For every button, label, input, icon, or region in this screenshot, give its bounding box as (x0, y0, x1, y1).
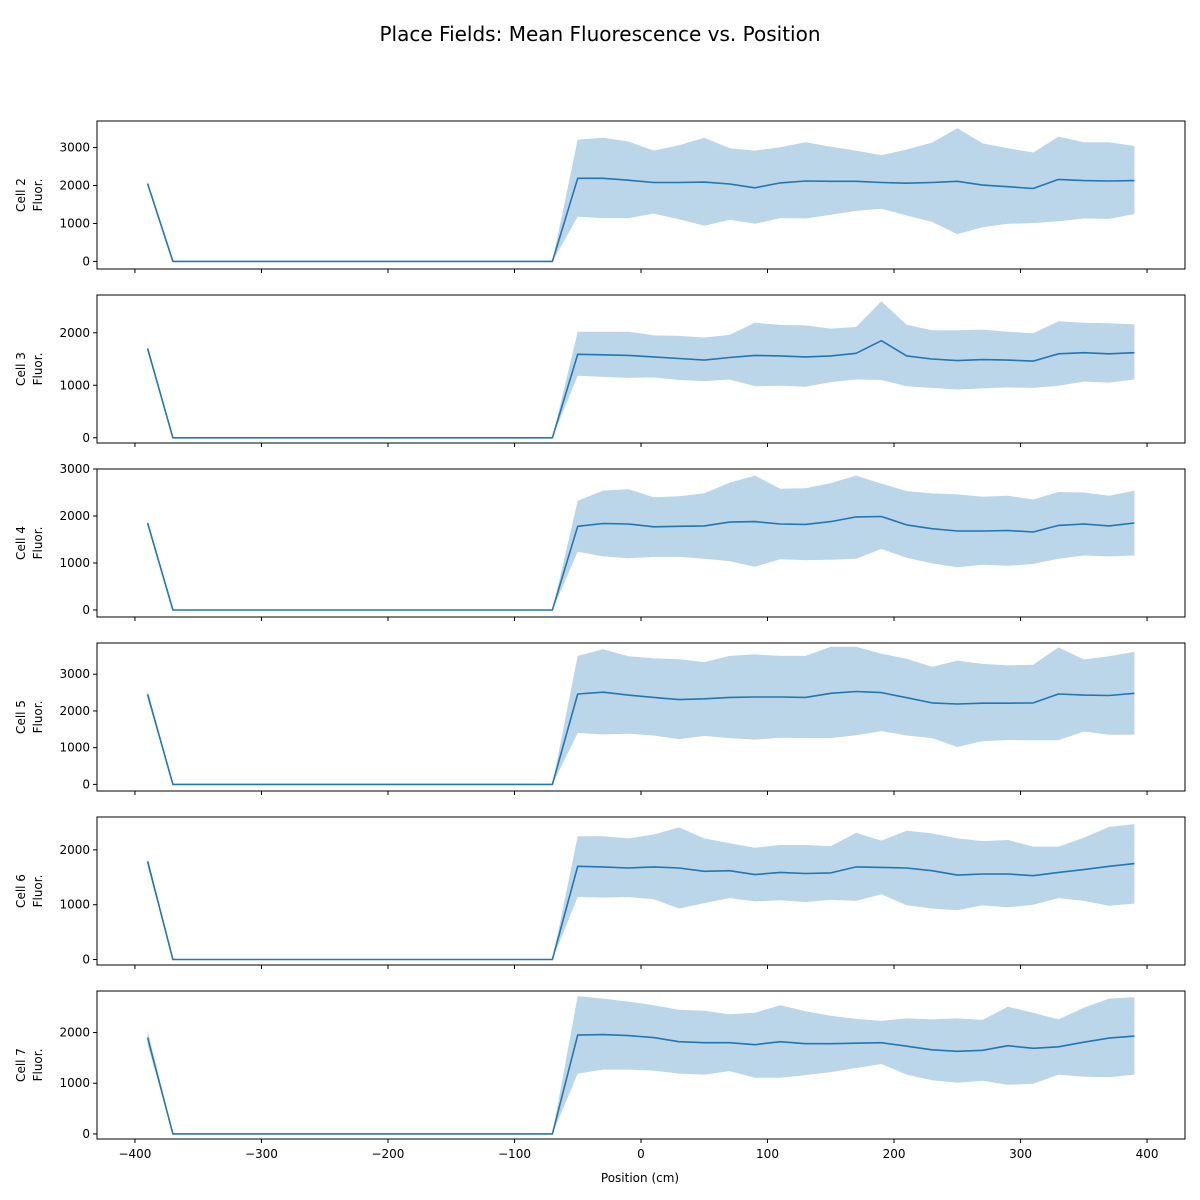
x-tick-label: 400 (1136, 1147, 1159, 1161)
confidence-band (147, 128, 1135, 262)
y-axis-label-unit: Fluor. (31, 875, 45, 908)
panel-cell-6: 0 1000 2000 Cell 6 Fluor. (14, 816, 1186, 969)
y-axis-label-unit: Fluor. (31, 179, 45, 212)
mean-line (146, 177, 1135, 263)
confidence-band (147, 475, 1135, 610)
y-axis-label-cell: Cell 6 (14, 874, 28, 908)
y-axis-label-cell: Cell 7 (14, 1048, 28, 1082)
y-tick-label: 2000 (59, 326, 90, 340)
x-tick-label: −200 (371, 1147, 404, 1161)
panel-cell-5: 0 1000 2000 3000 Cell 5 Fluor. (14, 642, 1186, 795)
y-tick-label: 1000 (59, 216, 90, 230)
x-tick-label: 200 (883, 1147, 906, 1161)
panel-cell-3: 0 1000 2000 Cell 3 Fluor. (14, 294, 1186, 447)
y-tick-label: 2000 (59, 1026, 90, 1040)
mean-line (146, 339, 1135, 439)
y-tick-label: 0 (82, 953, 90, 967)
mean-line (146, 515, 1135, 611)
y-axis-label-cell: Cell 5 (14, 700, 28, 734)
x-tick-label: 0 (637, 1147, 645, 1161)
y-tick-label: 2000 (59, 843, 90, 857)
x-tick-label: −400 (118, 1147, 151, 1161)
y-tick-label: 0 (82, 603, 90, 617)
y-tick-label: 1000 (59, 898, 90, 912)
panel-cell-2: 0 1000 2000 3000 Cell 2 Fluor. (14, 120, 1186, 273)
y-tick-label: 0 (82, 431, 90, 445)
y-tick-label: 3000 (59, 141, 90, 155)
y-tick-label: 2000 (59, 509, 90, 523)
y-tick-label: 3000 (59, 462, 90, 476)
y-axis-label-cell: Cell 4 (14, 526, 28, 560)
panel-cell-4: 0 1000 2000 3000 Cell 4 Fluor. (14, 462, 1186, 621)
panel-cell-7: 0 1000 2000 −400 −300 −200 −100 0 100 200 300 400 Ce… (14, 990, 1186, 1161)
y-tick-label: 0 (82, 254, 90, 268)
y-tick-label: 0 (82, 1127, 90, 1141)
x-tick-label: −100 (498, 1147, 531, 1161)
y-tick-label: 1000 (59, 741, 90, 755)
y-axis-label-unit: Fluor. (31, 527, 45, 560)
confidence-band (147, 824, 1135, 960)
y-axis-label-unit: Fluor. (31, 701, 45, 734)
y-tick-label: 3000 (59, 667, 90, 681)
mean-line (146, 861, 1135, 961)
y-tick-label: 2000 (59, 179, 90, 193)
y-axis-label-unit: Fluor. (31, 353, 45, 386)
x-tick-label: 100 (756, 1147, 779, 1161)
confidence-band (147, 646, 1135, 785)
y-axis-label-unit: Fluor. (31, 1049, 45, 1082)
mean-line (146, 690, 1135, 786)
y-axis-label-cell: Cell 2 (14, 178, 28, 212)
x-tick-label: −300 (245, 1147, 278, 1161)
y-axis-label-cell: Cell 3 (14, 352, 28, 386)
x-axis-label: Position (cm) (601, 1171, 679, 1185)
confidence-band (147, 301, 1135, 438)
y-tick-label: 1000 (59, 1076, 90, 1090)
y-tick-label: 2000 (59, 704, 90, 718)
y-tick-label: 0 (82, 777, 90, 791)
confidence-band (147, 996, 1135, 1134)
mean-line (146, 1033, 1135, 1135)
x-tick-label: 300 (1009, 1147, 1032, 1161)
figure-title: Place Fields: Mean Fluorescence vs. Posi… (379, 22, 820, 46)
y-tick-label: 1000 (59, 556, 90, 570)
y-tick-label: 1000 (59, 378, 90, 392)
